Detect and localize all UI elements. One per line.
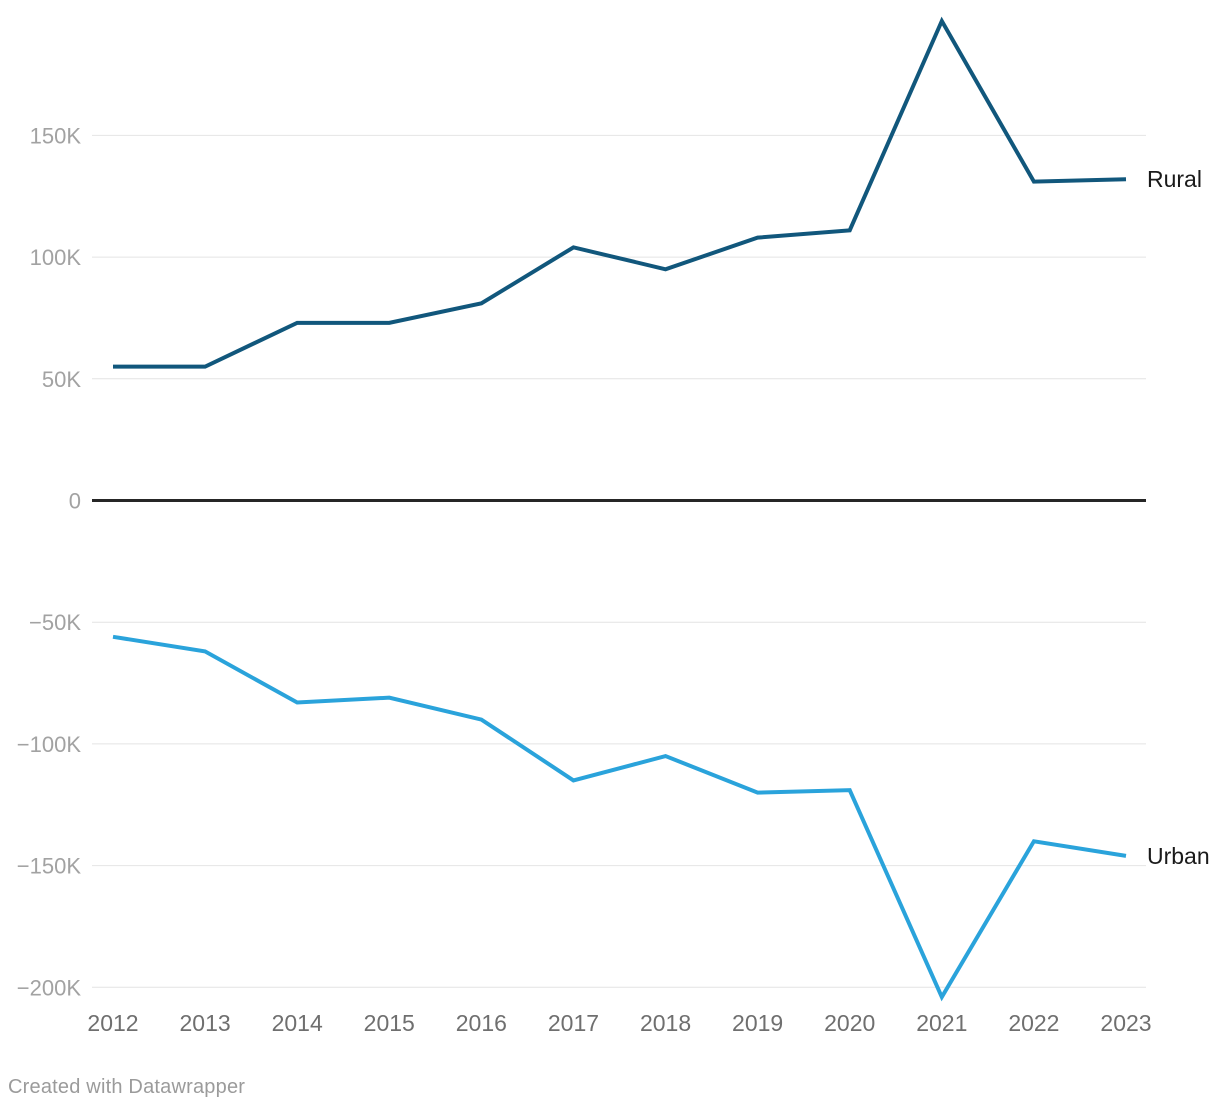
x-tick-label: 2014 (272, 1010, 323, 1036)
y-tick-label: 0 (69, 489, 81, 514)
y-tick-label: 50K (42, 367, 81, 392)
series-end-labels: Rural Urban (1147, 166, 1210, 869)
y-tick-label: −150K (17, 854, 82, 879)
series-label-urban: Urban (1147, 843, 1210, 869)
x-tick-label: 2021 (916, 1010, 967, 1036)
x-tick-label: 2022 (1008, 1010, 1059, 1036)
y-tick-label: −50K (29, 610, 81, 635)
x-tick-label: 2020 (824, 1010, 875, 1036)
x-tick-label: 2017 (548, 1010, 599, 1036)
x-tick-label: 2018 (640, 1010, 691, 1036)
datawrapper-credit: Created with Datawrapper (8, 1076, 246, 1098)
x-tick-label: 2013 (180, 1010, 231, 1036)
line-chart: 150K 100K 50K 0 −50K −100K −150K −200K Rural Urb… (17, 16, 1210, 1036)
series-label-rural: Rural (1147, 166, 1202, 192)
x-tick-label: 2019 (732, 1010, 783, 1036)
gridlines-group (92, 134, 1146, 988)
series-lines-group (112, 16, 1127, 1002)
y-tick-label: 100K (30, 245, 82, 270)
x-axis-tick-labels: 2012 2013 2014 2015 2016 2017 2018 2019 2020 2021… (87, 1010, 1151, 1036)
x-tick-label: 2023 (1100, 1010, 1151, 1036)
y-axis-tick-labels: 150K 100K 50K 0 −50K −100K −150K −200K (17, 123, 82, 1000)
series-line-rural (113, 16, 1127, 369)
y-tick-label: −100K (17, 732, 82, 757)
x-tick-label: 2012 (87, 1010, 138, 1036)
series-line-urban (112, 634, 1127, 1002)
y-tick-label: 150K (30, 123, 82, 148)
x-tick-label: 2015 (364, 1010, 415, 1036)
y-tick-label: −200K (17, 975, 82, 1000)
x-tick-label: 2016 (456, 1010, 507, 1036)
